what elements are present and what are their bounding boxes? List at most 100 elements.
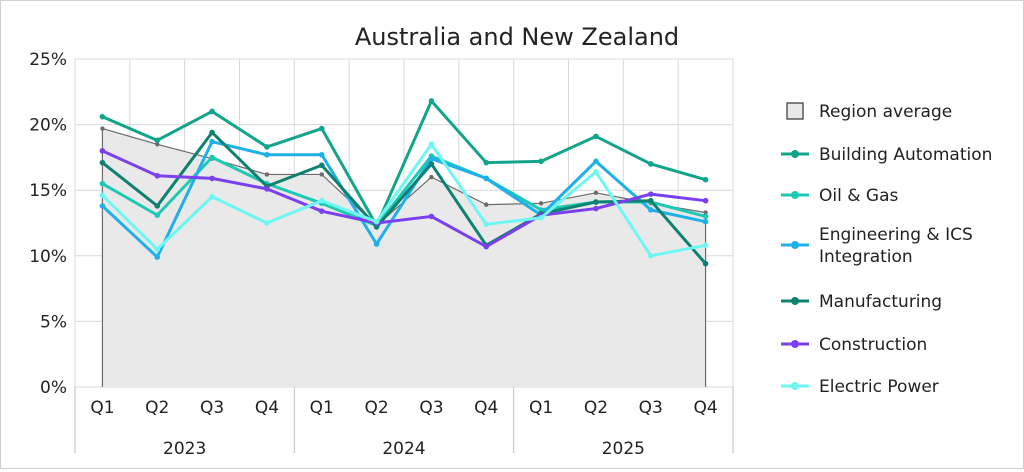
point-electric-power xyxy=(593,169,599,175)
point-construction xyxy=(209,175,215,182)
point-construction xyxy=(428,213,435,220)
x-tick-label: Q1 xyxy=(90,398,114,418)
point-engineering-ics-integration xyxy=(99,203,106,209)
legend-label: Oil & Gas xyxy=(819,186,898,206)
x-tick-label: Q3 xyxy=(639,398,663,418)
point-electric-power xyxy=(483,221,490,228)
point-building-automation xyxy=(154,137,161,144)
point-region-average xyxy=(264,172,270,177)
point-building-automation xyxy=(483,159,490,166)
legend-label: Manufacturing xyxy=(819,292,942,312)
legend-item: Construction xyxy=(781,335,927,355)
point-region-average xyxy=(155,142,160,147)
x-tick-label: Q1 xyxy=(529,398,553,418)
point-building-automation xyxy=(318,125,325,132)
y-tick-label: 20% xyxy=(29,116,67,136)
point-construction xyxy=(483,243,490,250)
point-construction xyxy=(318,208,325,214)
legend-swatch-marker xyxy=(791,150,799,158)
point-construction xyxy=(593,205,599,212)
point-building-automation xyxy=(428,98,435,104)
point-manufacturing xyxy=(647,197,654,204)
area-region-average xyxy=(102,128,706,387)
line-electric-power xyxy=(101,142,706,258)
point-electric-power xyxy=(99,192,106,199)
point-manufacturing xyxy=(318,162,325,169)
y-tick-label: 15% xyxy=(29,181,67,201)
point-oil-gas xyxy=(702,213,709,220)
y-tick-label: 25% xyxy=(29,50,67,70)
point-manufacturing xyxy=(154,203,161,209)
point-manufacturing xyxy=(428,161,435,167)
point-engineering-ics-integration xyxy=(593,158,599,165)
legend-swatch-marker xyxy=(791,241,799,249)
x-tick-label: Q4 xyxy=(474,398,498,418)
legend-swatch-marker xyxy=(791,191,799,199)
point-engineering-ics-integration xyxy=(483,175,490,182)
point-engineering-ics-integration xyxy=(154,254,161,260)
point-electric-power xyxy=(647,253,654,259)
point-electric-power xyxy=(209,193,215,200)
point-electric-power xyxy=(702,242,709,249)
x-tick-label: Q4 xyxy=(255,398,279,418)
point-region-average xyxy=(319,172,324,177)
point-region-average xyxy=(538,201,544,206)
point-construction xyxy=(647,191,654,197)
point-manufacturing xyxy=(593,199,599,205)
group-label: 2024 xyxy=(382,439,425,459)
y-tick-label: 10% xyxy=(29,247,67,267)
point-building-automation xyxy=(538,158,544,165)
legend-item: Electric Power xyxy=(781,377,939,397)
line-engineering-ics-integration xyxy=(101,140,706,259)
y-tick-label: 5% xyxy=(40,312,67,332)
legend-label: Electric Power xyxy=(819,377,939,397)
point-oil-gas xyxy=(538,207,544,213)
point-electric-power xyxy=(264,220,270,226)
point-region-average xyxy=(593,190,599,196)
group-label: 2025 xyxy=(602,439,645,459)
series-lines xyxy=(99,98,709,267)
group-label: 2023 xyxy=(163,439,206,459)
point-manufacturing xyxy=(99,159,106,166)
x-tick-label: Q1 xyxy=(310,398,334,418)
point-electric-power xyxy=(154,246,161,253)
point-building-automation xyxy=(99,113,106,120)
legend-swatch-marker xyxy=(791,297,799,305)
point-manufacturing xyxy=(702,260,709,267)
point-building-automation xyxy=(593,133,599,140)
x-tick-label: Q3 xyxy=(419,398,443,418)
point-electric-power xyxy=(318,197,325,204)
x-tick-label: Q2 xyxy=(364,398,388,418)
point-building-automation xyxy=(264,144,270,150)
x-tick-label: Q2 xyxy=(584,398,608,418)
x-tick-label: Q2 xyxy=(145,398,169,418)
point-construction xyxy=(154,172,161,179)
point-construction xyxy=(99,148,106,154)
point-engineering-ics-integration xyxy=(647,207,654,213)
legend-label: Construction xyxy=(819,335,927,355)
point-engineering-ics-integration xyxy=(264,151,270,158)
point-region-average xyxy=(429,174,434,180)
point-oil-gas xyxy=(99,180,106,187)
point-region-average xyxy=(484,202,489,207)
point-oil-gas xyxy=(209,154,215,161)
x-tick-label: Q4 xyxy=(693,398,717,418)
legend-label: Integration xyxy=(819,247,913,267)
legend-item: Manufacturing xyxy=(781,292,942,312)
legend-label: Engineering & ICS xyxy=(819,225,973,245)
legend-swatch-marker xyxy=(791,382,799,390)
legend: Region average Building Automation Oil & G… xyxy=(781,102,992,397)
point-manufacturing xyxy=(209,129,215,136)
point-building-automation xyxy=(209,108,215,115)
point-electric-power xyxy=(538,214,544,221)
point-oil-gas xyxy=(154,212,161,218)
axes: 0% 5% 10% 15% 20% 25% Q1 Q2 Q3 Q4 Q1 Q2 Q3 Q4 Q1 Q2 Q3 Q4… xyxy=(29,50,734,459)
point-manufacturing xyxy=(373,224,380,230)
chart-title: Australia and New Zealand xyxy=(355,23,679,51)
point-engineering-ics-integration xyxy=(428,155,435,162)
legend-item: Oil & Gas xyxy=(781,186,898,206)
y-tick-label: 0% xyxy=(40,378,67,398)
